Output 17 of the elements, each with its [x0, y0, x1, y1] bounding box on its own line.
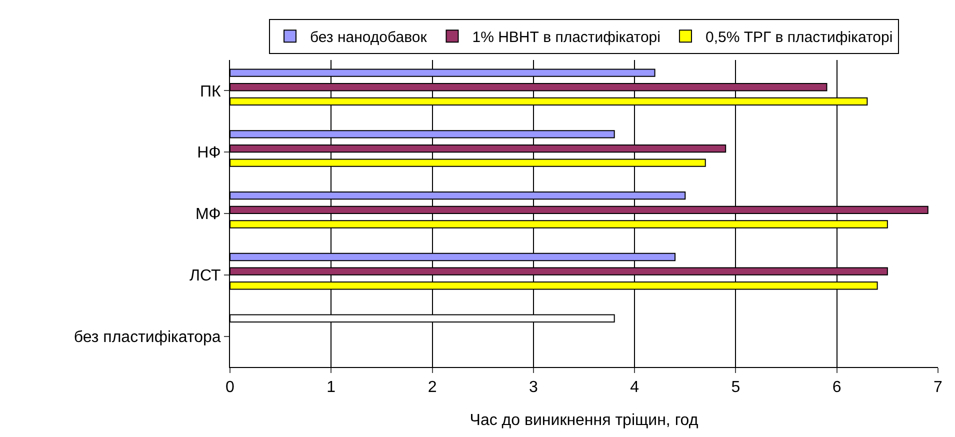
legend-label: 0,5% ТРГ в пластифікаторі	[705, 28, 893, 46]
x-tick-label: 6	[832, 379, 842, 396]
x-tick-label: 5	[731, 379, 740, 396]
y-tick-label: ЛСТ	[190, 268, 222, 284]
legend-label: 1% НВНТ в пластифікаторі	[472, 28, 660, 46]
x-tick-label: 7	[934, 379, 943, 396]
x-tick-label: 0	[226, 379, 235, 396]
x-tick-label: 1	[326, 379, 336, 396]
y-tick-label: НФ	[197, 144, 221, 162]
x-axis-title: Час до виникнення тріщин, год	[470, 412, 699, 429]
x-tick-label: 4	[630, 379, 640, 396]
legend-label: без нанодобавок	[310, 28, 428, 46]
y-tick-label: без пластифікатора	[74, 328, 221, 346]
y-tick-label: ПК	[200, 83, 222, 100]
x-tick-label: 3	[528, 379, 538, 396]
y-tick-label: МФ	[195, 206, 221, 224]
x-tick-label: 2	[428, 379, 437, 396]
